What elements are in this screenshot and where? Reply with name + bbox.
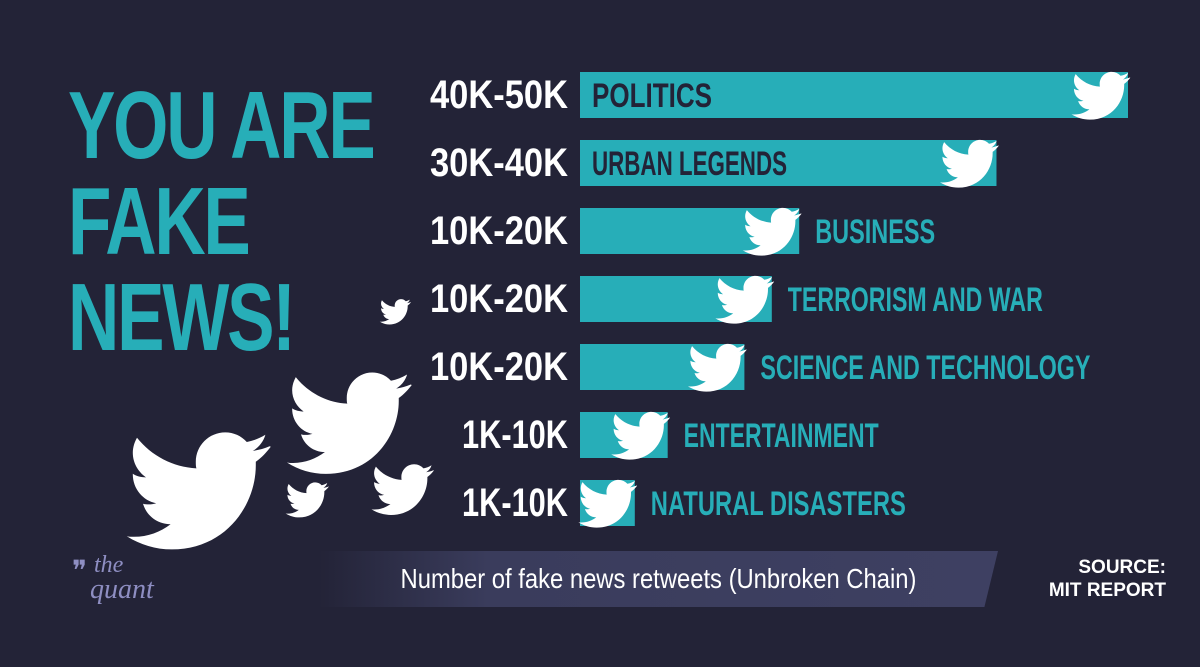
category-label: BUSINESS bbox=[815, 213, 935, 251]
category-label: TERRORISM AND WAR bbox=[788, 281, 1043, 319]
source-name: MIT REPORT bbox=[1048, 580, 1166, 601]
range-label: 10K-20K bbox=[430, 209, 568, 253]
the-quint-logo: ❞ the quant bbox=[72, 552, 172, 612]
range-label: 40K-50K bbox=[430, 73, 568, 117]
caption-text: Number of fake news retweets (Unbroken C… bbox=[400, 563, 916, 594]
source-label: SOURCE: bbox=[1078, 557, 1166, 578]
caption-band bbox=[318, 551, 998, 607]
range-label: 10K-20K bbox=[430, 277, 568, 321]
category-label: SCIENCE AND TECHNOLOGY bbox=[760, 349, 1090, 387]
category-label: POLITICS bbox=[592, 77, 712, 115]
headline-line-2: FAKE bbox=[68, 168, 251, 275]
chart-caption: Number of fake news retweets (Unbroken C… bbox=[318, 551, 998, 607]
category-label: URBAN LEGENDS bbox=[592, 145, 787, 183]
headline-line-3: NEWS! bbox=[68, 264, 296, 371]
bar bbox=[580, 72, 1128, 118]
bar bbox=[580, 140, 997, 186]
range-label: 1K-10K bbox=[462, 413, 568, 457]
logo-the: the bbox=[94, 552, 124, 578]
logo-quant: quant bbox=[90, 574, 154, 605]
logo-mark-icon: ❞ bbox=[72, 556, 88, 587]
range-label: 30K-40K bbox=[430, 141, 568, 185]
range-label: 10K-20K bbox=[430, 345, 568, 389]
range-label: 1K-10K bbox=[462, 481, 568, 525]
source-note: SOURCE: MIT REPORT bbox=[1016, 556, 1166, 602]
category-label: NATURAL DISASTERS bbox=[651, 485, 906, 523]
category-label: ENTERTAINMENT bbox=[684, 417, 879, 455]
